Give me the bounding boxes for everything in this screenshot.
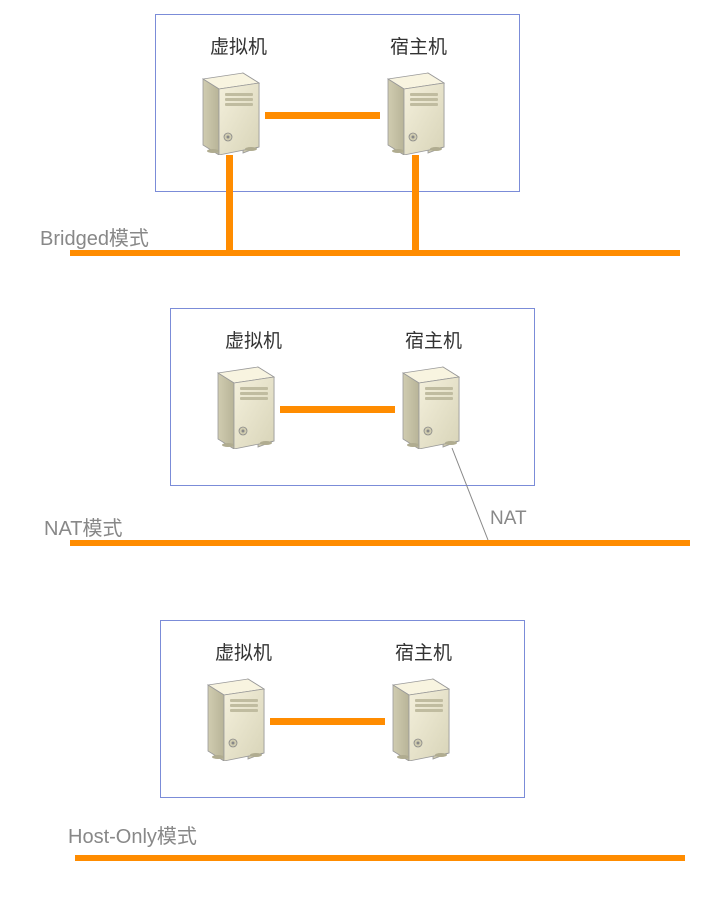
bridged-host-label: 宿主机 [390,32,447,59]
bridged-host-drop-line [412,155,419,255]
bridged-connector-line [265,112,380,119]
bridged-host-server-icon [380,65,450,155]
bridged-vm-label: 虚拟机 [210,32,267,59]
hostonly-mode-label: Host-Only模式 [68,820,197,849]
nat-vm-server-icon [210,359,280,449]
bridged-vm-drop-line [226,155,233,255]
bridged-mode-label: Bridged模式 [40,222,149,251]
bridged-network-line [70,250,680,256]
hostonly-vm-label: 虚拟机 [215,638,272,665]
hostonly-host-label: 宿主机 [395,638,452,665]
hostonly-host-server-icon [385,671,455,761]
nat-host-label: 宿主机 [405,326,462,353]
bridged-vm-server-icon [195,65,265,155]
nat-mode-label: NAT模式 [44,512,123,541]
nat-connector-line [280,406,395,413]
hostonly-vm-server-icon [200,671,270,761]
nat-network-line [70,540,690,546]
nat-vm-label: 虚拟机 [225,326,282,353]
nat-text-label: NAT [490,508,527,530]
nat-host-server-icon [395,359,465,449]
hostonly-connector-line [270,718,385,725]
hostonly-network-line [75,855,685,861]
